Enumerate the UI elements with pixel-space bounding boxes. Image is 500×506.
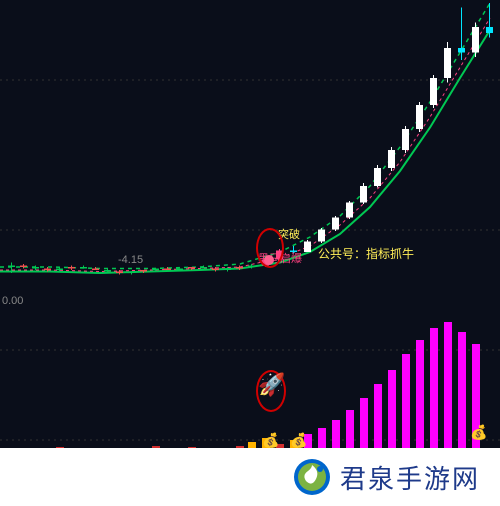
volume-bar [458,332,466,450]
candle [304,240,311,252]
y-axis-label: 0.00 [2,295,23,307]
candle [360,183,367,204]
candle [32,266,39,271]
signal-dot-icon [264,255,274,265]
candle [68,266,75,271]
volume-bar [444,322,452,450]
candle [444,42,451,83]
volume-bar [416,340,424,450]
candle [458,8,465,61]
ma-solid [0,30,490,273]
ma-dash-green [0,3,490,269]
watermark-bar: 君泉手游网 [0,448,500,506]
volume-bar [402,354,410,450]
volume-svg [0,300,500,470]
candle [374,165,381,188]
price-chart-panel [0,0,500,300]
watermark-text: 君泉手游网 [340,459,480,496]
volume-bar [346,410,354,450]
ma-dash-pink [0,18,490,272]
candle [430,75,437,108]
volume-bar [374,384,382,450]
candle [80,266,87,269]
volume-bar [318,428,326,450]
volume-panel [0,300,500,470]
candle [200,266,207,269]
candle [318,228,325,243]
candle [472,23,479,58]
candle [402,126,409,153]
volume-bar [332,420,340,450]
money-bag-icon: 💰 [262,432,279,449]
candle [346,201,353,219]
volume-bar [388,370,396,450]
volume-bar [360,398,368,450]
money-bag-icon: 💰 [290,432,307,449]
candle [416,102,423,132]
rocket-icon: 🚀 [258,372,285,398]
candle [128,272,135,275]
candle [332,216,339,231]
candle [486,3,493,38]
chart-annotation: -4.15 [118,254,143,266]
watermark-logo-icon [292,457,332,497]
chart-annotation: 公共号：指标抓牛 [318,245,414,262]
candle [92,267,99,270]
price-chart-svg [0,0,500,300]
money-bag-icon: 💰 [470,424,487,441]
candle [388,147,395,171]
volume-bar [430,328,438,450]
candle [20,264,27,269]
